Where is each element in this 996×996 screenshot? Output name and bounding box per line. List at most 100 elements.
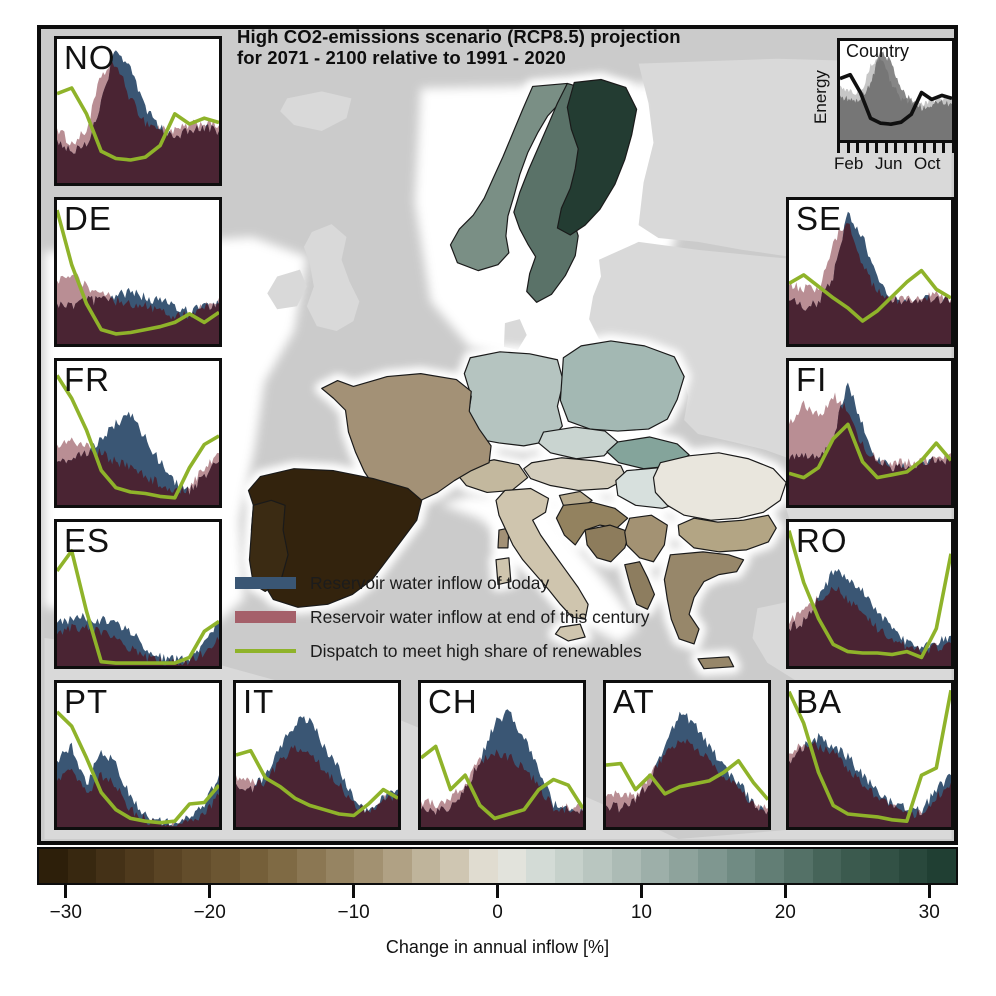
mini-chart-tick [894,143,898,153]
inset-pt: PT [54,680,222,830]
colorbar-cell [870,849,899,883]
inset-plot-at [606,711,768,827]
colorbar-cell [640,849,670,883]
colorbar-cell [841,849,871,883]
line-dispatch [57,548,219,665]
inset-plot-se [789,211,951,344]
colorbar-cell [927,849,956,883]
mini-chart-tick [942,143,946,153]
line-dispatch [57,374,219,500]
inset-label-de: DE [64,200,112,237]
colorbar-cell [296,849,326,883]
area-inflow-overlap [421,749,583,827]
line-dispatch [57,710,219,825]
inset-plot-ch [421,709,583,827]
figure-title-line1: High CO2-emissions scenario (RCP8.5) pro… [237,26,681,47]
mini-chart-tick [951,143,955,153]
legend-item-end-century: Reservoir water inflow at end of this ce… [235,606,649,628]
mini-chart-xtick-labels: Feb Jun Oct [834,154,961,174]
inset-label-ro: RO [796,522,848,559]
colorbar-cell [898,849,928,883]
inset-label-at: AT [613,683,655,720]
inset-plot-fr [57,374,219,505]
colorbar-cell [468,849,498,883]
colorbar-tick [927,885,931,898]
mini-chart-ylabel-text: Energy [811,70,830,124]
colorbar-cell [182,849,211,883]
mini-chart-tick [884,143,888,153]
map-country-hr [555,501,629,546]
inset-plot-no [57,50,219,183]
colorbar-cell [583,849,613,883]
inset-ba: BA [786,680,954,830]
map-country-rs [624,514,668,563]
area-inflow-overlap [57,295,219,344]
area-inflow-overlap [840,57,952,140]
colorbar-cell [698,849,727,883]
map-country-pl [559,340,685,432]
mini-chart-box: Country [837,38,955,143]
colorbar-cell [497,849,527,883]
inset-label-ch: CH [428,683,478,720]
colorbar-cell [669,849,699,883]
inset-at: AT [603,680,771,830]
inset-label-es: ES [64,522,111,559]
inset-se: SE [786,197,954,347]
colorbar-cell [440,849,469,883]
mini-chart-plot [839,48,953,140]
mini-chart-ylabel: Energy [811,52,831,142]
map-country-cz [538,426,619,460]
mini-chart-title: Country [846,41,910,61]
colorbar-tick-label: 0 [492,902,503,923]
legend-item-today: Reservoir water inflow of today [235,572,549,594]
colorbar-cell [67,849,97,883]
colorbar-cell [210,849,240,883]
legend-label-today: Reservoir water inflow of today [310,572,550,593]
inset-label-no: NO [64,39,116,76]
mini-chart-tick [904,143,908,153]
figure-title: High CO2-emissions scenario (RCP8.5) pro… [237,26,681,68]
land-uk [303,224,360,332]
map-country-bg [677,514,777,553]
map-country-fi [556,78,638,236]
map-country-at [523,457,628,492]
colorbar-tick [783,885,787,898]
mini-chart-tick [875,143,879,153]
area-inflow-overlap [236,744,398,827]
colorbar-cell [612,849,641,883]
land-denmark [503,319,527,350]
area-inflow-overlap [789,223,951,344]
inset-label-fr: FR [64,361,110,398]
area-inflow-overlap [789,740,951,827]
colorbar-tick [64,885,68,898]
area-inflow-overlap [789,586,951,666]
inset-plot-pt [57,710,219,827]
inset-label-ba: BA [796,683,843,720]
mini-chart-tick [865,143,869,153]
legend-label-dispatch: Dispatch to meet high share of renewable… [310,640,642,661]
inset-plot-it [236,716,398,827]
legend-swatch-end-century [235,611,296,623]
line-dispatch [606,759,768,801]
colorbar-cell [812,849,842,883]
inset-es: ES [54,519,222,669]
inset-it: IT [233,680,401,830]
map-island-sardinia [495,557,512,586]
line-dispatch [789,268,951,323]
map-country-gr [663,551,745,645]
inset-ro: RO [786,519,954,669]
colorbar-axis: Change in annual inflow [%] −30 −20 −10 0 10… [37,885,958,957]
colorbar-cell [526,849,555,883]
line-dispatch [57,209,219,336]
mini-chart-xtick-feb: Feb [834,154,864,173]
mini-chart-tick [837,143,840,153]
colorbar-cell [382,849,412,883]
colorbar-cell [268,849,297,883]
inset-plot-fi [789,382,951,505]
mini-chart-tick [846,143,850,153]
colorbar-tick-label: 10 [630,902,652,923]
area-inflow-overlap [57,61,219,183]
inset-fr: FR [54,358,222,508]
colorbar-cell [124,849,154,883]
map-country-ba [584,524,631,563]
